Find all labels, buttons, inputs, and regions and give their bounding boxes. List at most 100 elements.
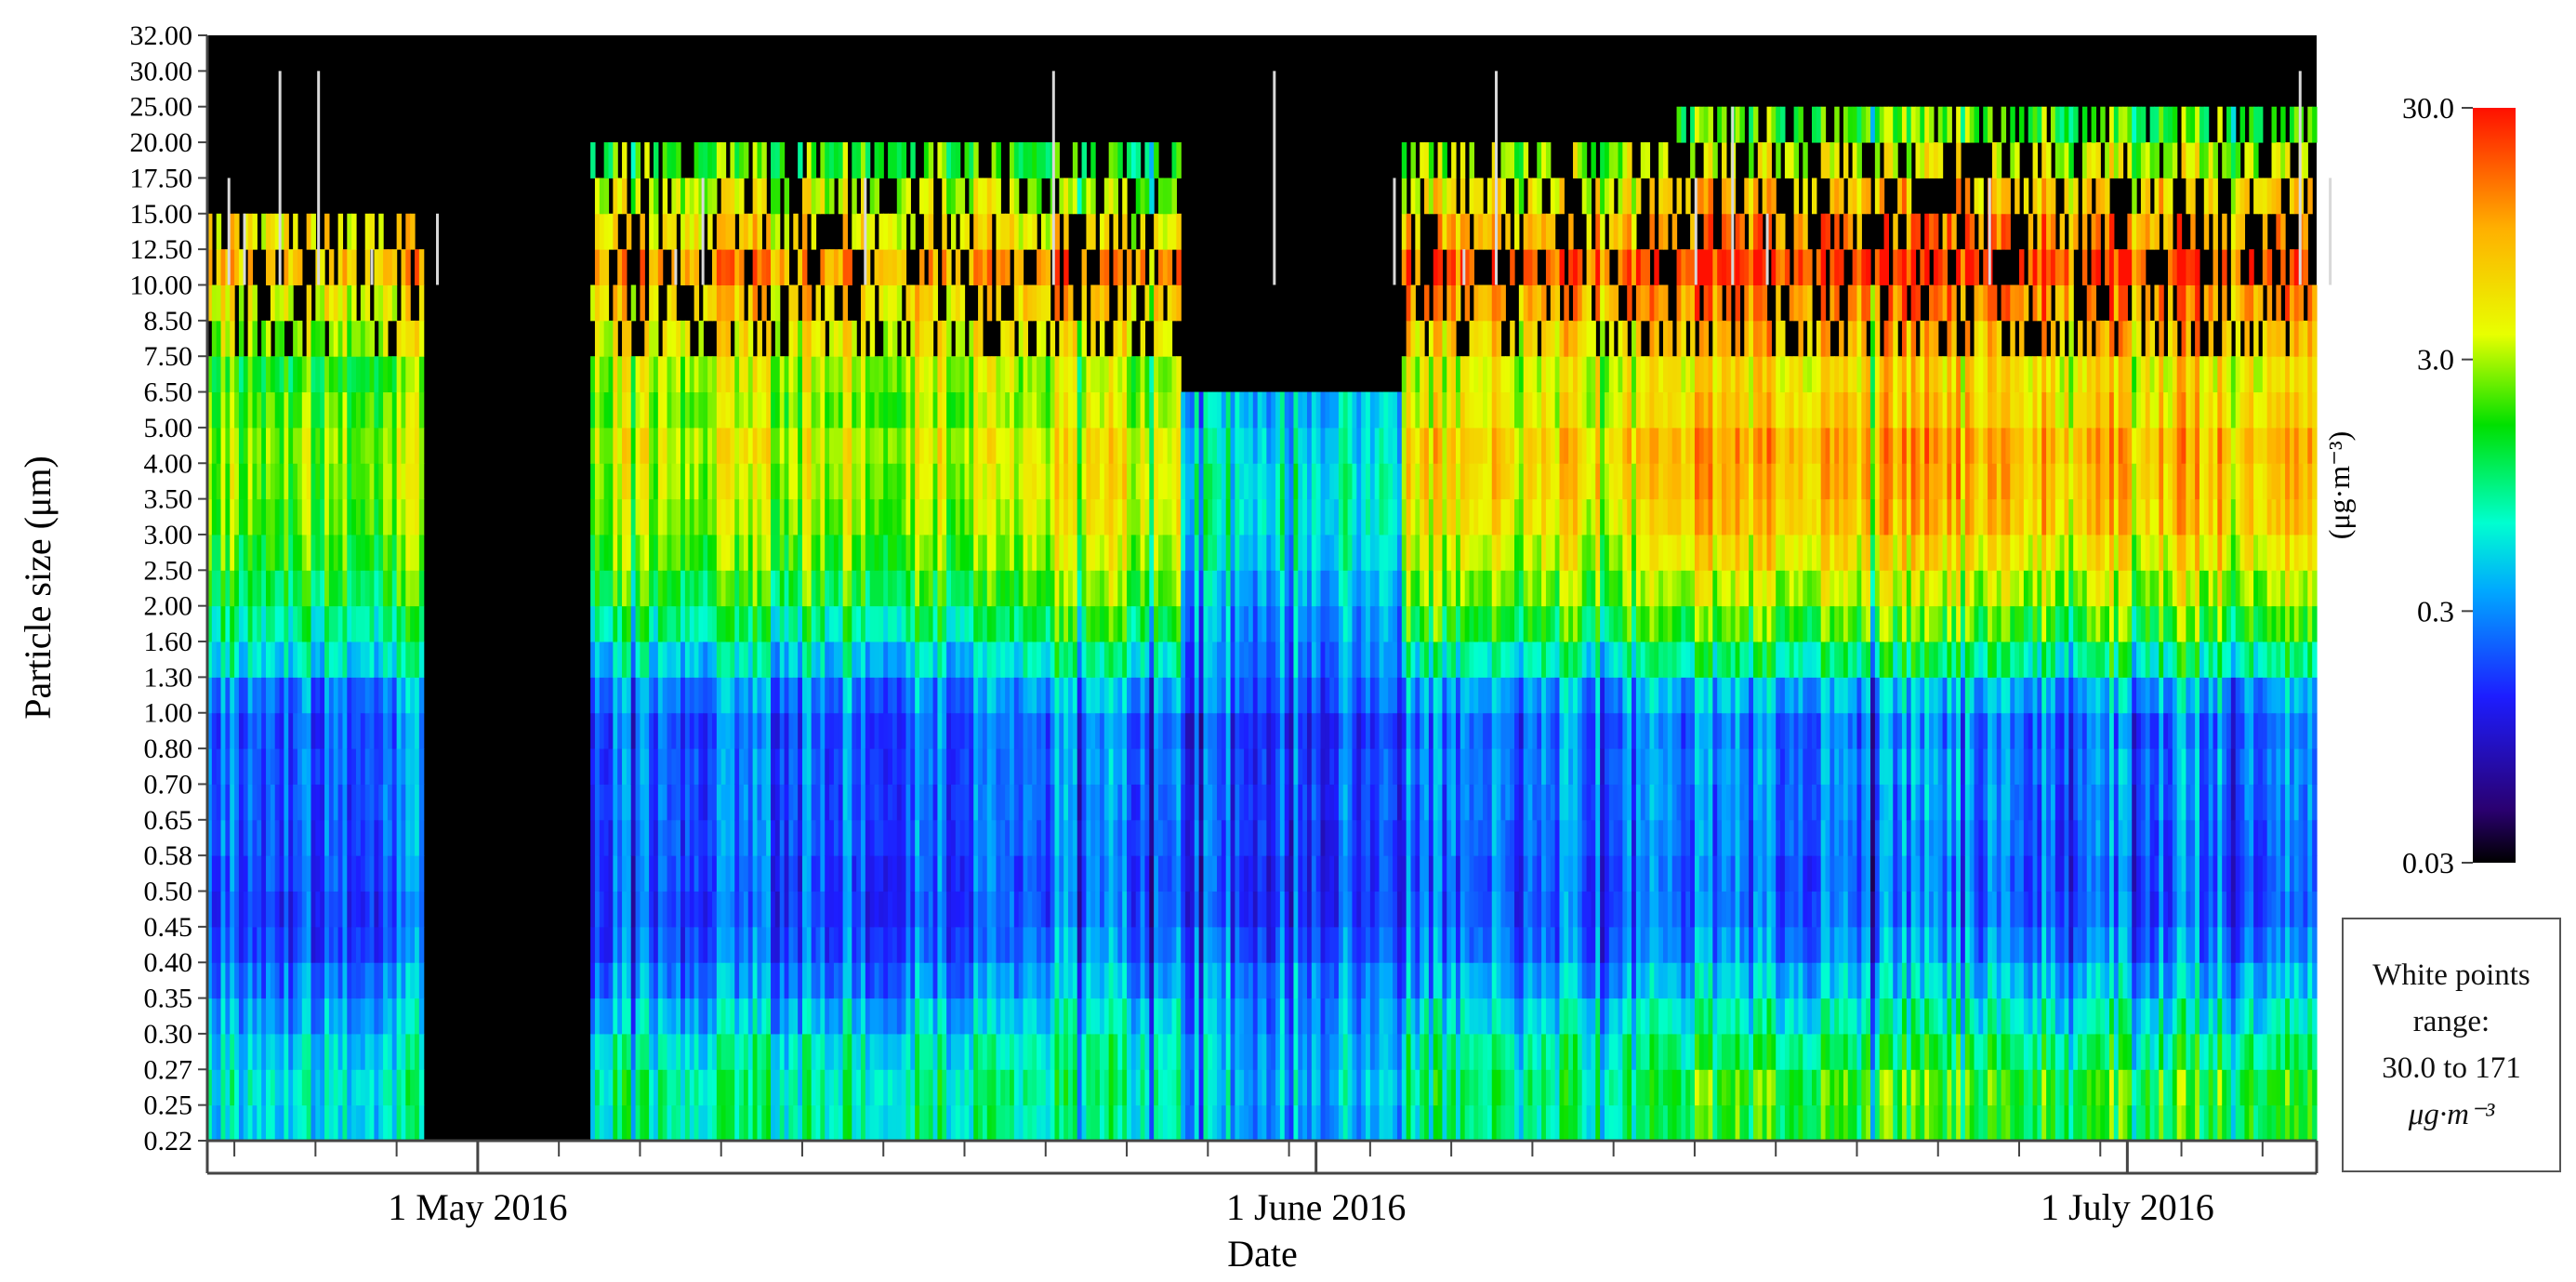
- heat-cell: [640, 819, 645, 856]
- heat-cell: [1032, 534, 1037, 571]
- heat-cell: [293, 891, 298, 928]
- heat-cell: [720, 891, 727, 928]
- heat-cell: [959, 748, 966, 785]
- heat-cell: [374, 926, 379, 963]
- heat-cell: [1198, 1033, 1205, 1070]
- heat-cell: [1189, 641, 1196, 678]
- heat-cell: [1054, 570, 1060, 607]
- heat-cell: [694, 142, 700, 178]
- heat-cell: [320, 998, 325, 1035]
- heat-cell: [252, 998, 258, 1035]
- heat-cell: [1068, 998, 1074, 1035]
- heat-cell: [369, 641, 375, 678]
- heat-cell: [684, 677, 691, 714]
- heat-cell: [1108, 677, 1115, 714]
- heat-cell: [1225, 1104, 1232, 1142]
- heat-cell: [608, 213, 614, 250]
- heat-cell: [1081, 784, 1088, 821]
- heat-cell: [1054, 712, 1060, 749]
- heat-cell: [1135, 391, 1142, 429]
- heat-cell: [801, 391, 808, 429]
- heat-cell: [1063, 819, 1069, 856]
- heat-cell: [766, 249, 772, 285]
- heat-cell: [720, 926, 727, 963]
- heat-cell: [1032, 427, 1037, 464]
- heat-cell: [874, 391, 879, 429]
- heat-cell: [829, 178, 835, 215]
- heat-cell: [288, 356, 294, 393]
- heat-cell: [252, 784, 258, 821]
- heat-cell: [306, 926, 312, 963]
- heat-cell: [698, 712, 704, 749]
- heat-cell: [1050, 1104, 1056, 1142]
- heat-cell: [279, 1069, 285, 1106]
- heat-cell: [644, 784, 650, 821]
- heat-cell: [230, 391, 235, 429]
- heat-cell: [820, 926, 826, 963]
- heat-cell: [640, 570, 645, 607]
- heat-cell: [829, 641, 835, 678]
- heat-cell: [1208, 570, 1213, 607]
- heat-cell: [211, 1033, 218, 1070]
- heat-cell: [1257, 784, 1263, 821]
- heat-cell: [230, 855, 235, 892]
- heat-cell: [396, 1033, 403, 1070]
- heat-cell: [1054, 605, 1060, 642]
- heat-cell: [1054, 784, 1060, 821]
- heat-cell: [1194, 1104, 1200, 1142]
- heat-cell: [757, 498, 762, 535]
- heat-cell: [811, 926, 817, 963]
- heat-cell: [635, 998, 641, 1035]
- heat-cell: [910, 570, 916, 607]
- heat-cell: [1113, 570, 1118, 607]
- heat-cell: [716, 926, 722, 963]
- heat-cell: [324, 855, 330, 892]
- heat-cell: [1130, 641, 1137, 678]
- heat-cell: [788, 677, 794, 714]
- heat-cell: [257, 891, 262, 928]
- heat-cell: [707, 570, 713, 607]
- heat-cell: [657, 641, 664, 678]
- heat-cell: [919, 178, 925, 215]
- heat-cell: [1068, 427, 1074, 464]
- heat-cell: [1032, 605, 1037, 642]
- heat-cell: [297, 249, 303, 285]
- heat-cell: [649, 570, 654, 607]
- heat-cell: [1059, 391, 1064, 429]
- heat-cell: [337, 391, 344, 429]
- heat-cell: [996, 1069, 1001, 1106]
- heat-cell: [793, 784, 799, 821]
- heat-cell: [865, 926, 871, 963]
- heat-cell: [653, 891, 659, 928]
- heat-cell: [1023, 891, 1028, 928]
- heat-cell: [774, 284, 781, 322]
- heat-cell: [689, 641, 695, 678]
- heat-cell: [671, 641, 677, 678]
- heat-cell: [747, 819, 754, 856]
- heat-cell: [415, 926, 420, 963]
- heat-cell: [1045, 284, 1051, 322]
- heat-cell: [1140, 320, 1146, 357]
- heat-cell: [238, 855, 244, 892]
- heat-cell: [883, 712, 889, 749]
- heat-cell: [301, 819, 308, 856]
- heat-cell: [216, 962, 222, 999]
- heat-cell: [238, 998, 244, 1035]
- heat-cell: [801, 534, 808, 571]
- heat-cell: [986, 891, 993, 928]
- heat-cell: [861, 320, 866, 357]
- heat-cell: [315, 427, 321, 464]
- heat-cell: [1140, 962, 1146, 999]
- heat-cell: [1230, 427, 1236, 464]
- heat-cell: [734, 1033, 740, 1070]
- heat-cell: [410, 534, 416, 571]
- heat-cell: [869, 926, 876, 963]
- heat-cell: [996, 712, 1001, 749]
- heat-cell: [662, 213, 668, 250]
- heat-cell: [635, 142, 641, 178]
- heat-cell: [351, 712, 357, 749]
- heat-cell: [1090, 1104, 1096, 1142]
- heat-cell: [1068, 1069, 1074, 1106]
- heat-cell: [1086, 891, 1091, 928]
- heat-cell: [1167, 534, 1173, 571]
